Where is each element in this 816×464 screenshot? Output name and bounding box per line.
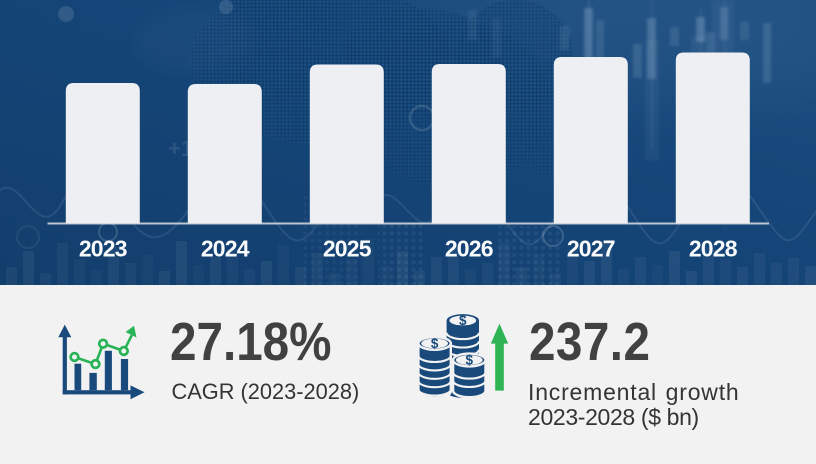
svg-text:2027: 2027 xyxy=(567,236,615,262)
svg-text:2025: 2025 xyxy=(323,236,372,262)
svg-text:$: $ xyxy=(466,353,474,368)
svg-text:2024: 2024 xyxy=(201,236,250,262)
svg-text:2026: 2026 xyxy=(445,236,493,262)
svg-text:2028: 2028 xyxy=(689,236,738,262)
svg-text:2023: 2023 xyxy=(79,236,127,262)
svg-text:$: $ xyxy=(431,336,439,351)
svg-text:$: $ xyxy=(459,313,467,328)
